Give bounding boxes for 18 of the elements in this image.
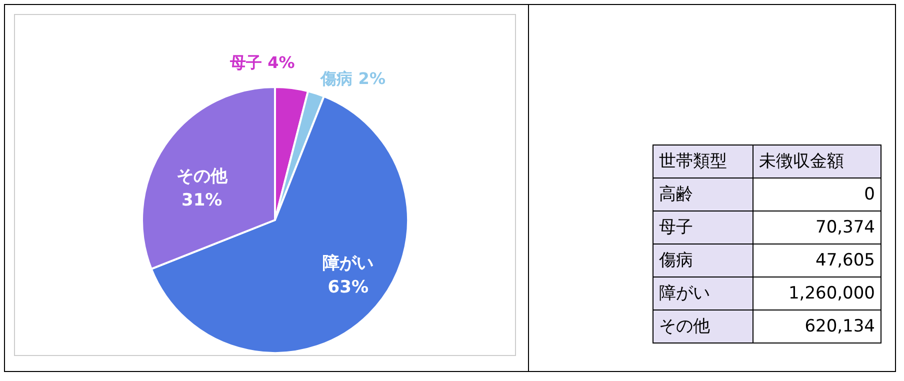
category-label: 母子 (659, 218, 693, 238)
text: 世帯類型 (659, 152, 727, 172)
data-label: 47,605 (816, 250, 875, 270)
data-label: 70,374 (816, 218, 875, 238)
data-label: 31% (182, 190, 222, 211)
text: 未徴収金額 (759, 152, 844, 172)
slice-label: 母子 4% (229, 53, 295, 72)
slice-label: その他 (176, 166, 228, 187)
slice-label: 障がい (322, 253, 374, 274)
category-label: 傷病 (658, 250, 693, 270)
category-label: その他 (659, 316, 710, 336)
category-label: 障がい (659, 284, 710, 304)
data-label: 620,134 (804, 316, 875, 336)
data-label: 63% (328, 277, 368, 298)
data-label: 1,260,000 (788, 284, 875, 304)
category-label: 高齢 (659, 184, 693, 204)
data-label: 0 (864, 184, 875, 204)
slice-label: 傷病 2% (320, 69, 386, 88)
